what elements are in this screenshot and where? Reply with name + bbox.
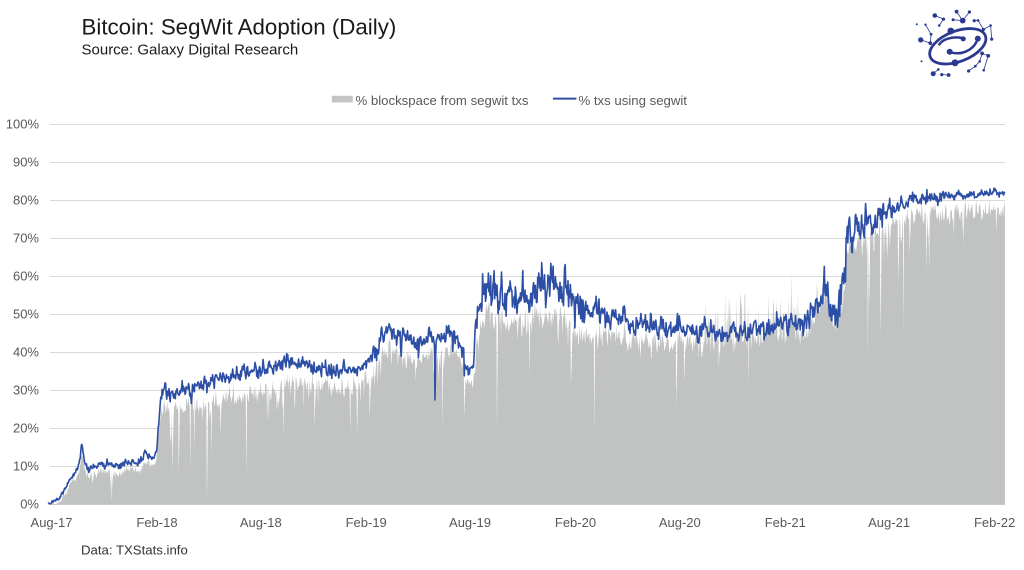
svg-text:Aug-18: Aug-18 [240,515,282,530]
svg-text:0%: 0% [20,497,39,512]
svg-text:% txs using segwit: % txs using segwit [579,93,688,108]
svg-text:Bitcoin: SegWit Adoption (Dail: Bitcoin: SegWit Adoption (Daily) [82,15,397,40]
svg-text:Feb-18: Feb-18 [136,515,177,530]
svg-text:Aug-21: Aug-21 [868,515,910,530]
svg-text:Aug-20: Aug-20 [659,515,701,530]
svg-text:Data: TXStats.info: Data: TXStats.info [81,542,188,557]
svg-text:70%: 70% [13,230,39,245]
svg-text:90%: 90% [13,154,39,169]
svg-text:100%: 100% [6,116,40,131]
svg-text:30%: 30% [13,383,39,398]
svg-text:Source: Galaxy Digital Researc: Source: Galaxy Digital Research [82,41,299,58]
svg-text:Aug-17: Aug-17 [31,515,73,530]
svg-text:40%: 40% [13,345,39,360]
svg-text:60%: 60% [13,268,39,283]
svg-text:Feb-22: Feb-22 [974,515,1015,530]
svg-text:Feb-20: Feb-20 [555,515,596,530]
svg-text:10%: 10% [13,459,39,474]
svg-text:% blockspace from segwit txs: % blockspace from segwit txs [356,93,529,108]
svg-text:50%: 50% [13,306,39,321]
svg-text:80%: 80% [13,192,39,207]
svg-text:Feb-19: Feb-19 [346,515,387,530]
svg-text:Aug-19: Aug-19 [449,515,491,530]
svg-text:20%: 20% [13,421,39,436]
svg-text:Feb-21: Feb-21 [765,515,806,530]
